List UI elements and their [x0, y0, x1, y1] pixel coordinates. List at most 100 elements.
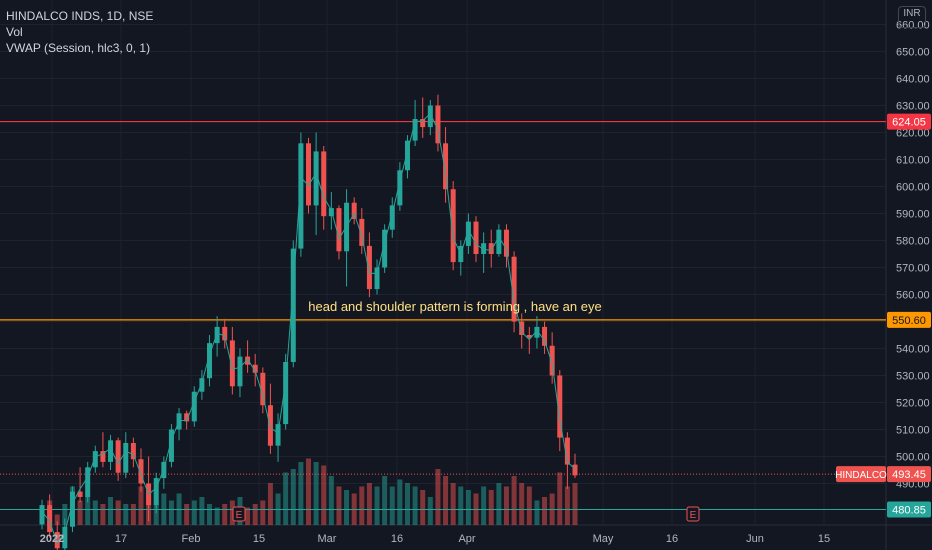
volume-bar [458, 486, 464, 525]
candle[interactable] [313, 151, 319, 206]
candle[interactable] [290, 248, 296, 362]
volume-bar [412, 486, 418, 525]
time-tick-label: 15 [818, 533, 830, 545]
candle[interactable] [481, 243, 487, 254]
candle[interactable] [199, 378, 205, 392]
volume-bar [435, 469, 441, 525]
price-tick-label: 510.00 [896, 425, 930, 437]
vwap-indicator-label[interactable]: VWAP (Session, hlc3, 0, 1) [6, 41, 151, 55]
symbol-title[interactable]: HINDALCO INDS, 1D, NSE [6, 9, 154, 23]
candle[interactable] [435, 105, 441, 144]
candle[interactable] [564, 437, 570, 465]
candle[interactable] [252, 364, 258, 373]
candle[interactable] [237, 356, 243, 387]
candle[interactable] [222, 326, 228, 341]
candle[interactable] [465, 221, 471, 246]
candle[interactable] [214, 326, 220, 344]
volume-bar [503, 486, 509, 525]
time-tick-label: 16 [666, 533, 678, 545]
candle[interactable] [69, 491, 75, 527]
candle[interactable] [542, 326, 548, 346]
annotation-text[interactable]: head and shoulder pattern is forming , h… [308, 299, 601, 314]
candle[interactable] [526, 335, 532, 338]
volume-bar [267, 483, 273, 525]
candle[interactable] [77, 491, 83, 497]
candle[interactable] [374, 267, 380, 290]
volume-bar [260, 500, 266, 525]
candle[interactable] [404, 140, 410, 171]
support-price-badge [887, 311, 931, 328]
candle[interactable] [62, 526, 68, 549]
candle[interactable] [306, 143, 311, 206]
candle[interactable] [366, 245, 372, 290]
earnings-marker[interactable] [232, 506, 246, 522]
candle[interactable] [549, 345, 555, 376]
candle[interactable] [54, 532, 60, 549]
time-tick-label: 15 [253, 533, 265, 545]
candle[interactable] [359, 218, 365, 246]
candle[interactable] [100, 451, 106, 462]
candle[interactable] [572, 464, 578, 476]
chart-legend: HINDALCO INDS, 1D, NSE Vol VWAP (Session… [6, 8, 153, 56]
candle[interactable] [115, 440, 121, 473]
earnings-marker[interactable] [686, 506, 700, 522]
price-tick-label: 570.00 [896, 263, 930, 275]
candle[interactable] [108, 440, 114, 462]
candle[interactable] [168, 429, 174, 462]
candle[interactable] [191, 391, 197, 422]
candle[interactable] [153, 478, 159, 506]
candle[interactable] [412, 119, 418, 141]
candle[interactable] [184, 413, 190, 422]
candle[interactable] [39, 505, 45, 524]
candle[interactable] [534, 326, 540, 338]
candle[interactable] [511, 256, 517, 322]
candle[interactable] [283, 362, 289, 425]
price-badges: 624.05 550.60 480.85 493.45 HINDALCO [835, 113, 931, 518]
candle[interactable] [443, 143, 449, 190]
candle[interactable] [427, 105, 433, 128]
candle[interactable] [420, 119, 426, 128]
volume-bar [214, 507, 220, 525]
candle[interactable] [275, 424, 281, 446]
candle[interactable] [397, 170, 403, 206]
candle[interactable] [207, 343, 213, 379]
candle[interactable] [138, 459, 144, 484]
candle[interactable] [389, 205, 395, 230]
candle[interactable] [450, 189, 456, 263]
volume-bar [138, 486, 144, 525]
candle[interactable] [336, 208, 342, 252]
volume-bar [222, 504, 228, 525]
candle[interactable] [496, 229, 502, 254]
currency-button[interactable]: INR [898, 6, 926, 28]
candle[interactable] [92, 451, 98, 468]
candle[interactable] [473, 221, 479, 254]
candle[interactable] [503, 229, 509, 257]
candle[interactable] [321, 151, 327, 217]
candle[interactable] [245, 356, 251, 365]
currency-label: INR [903, 8, 921, 19]
candle[interactable] [298, 143, 304, 249]
volume-bar [443, 476, 449, 525]
volume-bar [382, 476, 388, 525]
candle[interactable] [85, 467, 91, 497]
volume-bar [564, 486, 570, 525]
candle[interactable] [260, 372, 266, 406]
candle[interactable] [130, 443, 136, 460]
candle[interactable] [351, 202, 357, 219]
candle[interactable] [229, 340, 235, 387]
candle[interactable] [47, 505, 53, 533]
candle[interactable] [267, 405, 273, 446]
candle[interactable] [328, 208, 334, 217]
price-tick-label: 600.00 [896, 182, 930, 194]
candle[interactable] [557, 375, 563, 438]
candle[interactable] [519, 321, 525, 336]
volume-indicator-label[interactable]: Vol [6, 25, 23, 39]
candle[interactable] [488, 243, 494, 254]
candle[interactable] [382, 229, 388, 268]
time-tick-label: Mar [318, 533, 337, 545]
price-tick-label: 610.00 [896, 155, 930, 167]
volume-bar [572, 483, 578, 525]
last-price-badge-label: 493.45 [892, 469, 926, 481]
candle[interactable] [123, 443, 129, 473]
